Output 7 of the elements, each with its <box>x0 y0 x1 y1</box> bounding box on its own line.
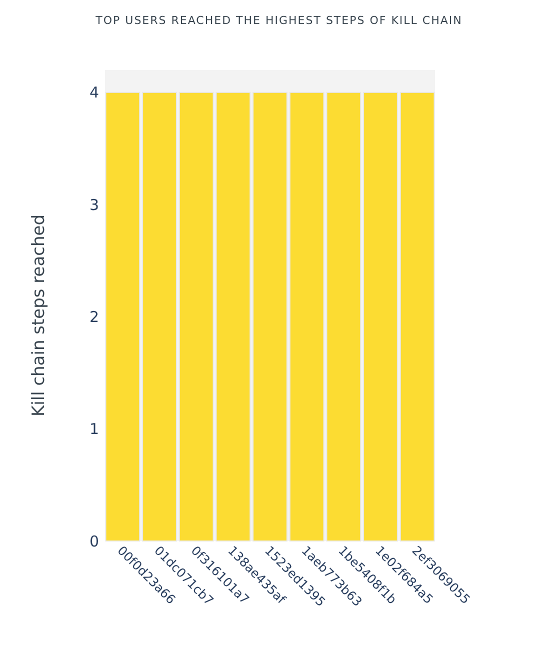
y-tick-label: 3 <box>89 196 99 214</box>
y-axis-title: Kill chain steps reached <box>29 214 49 417</box>
y-tick-label: 1 <box>89 420 99 438</box>
chart-title: TOP USERS REACHED THE HIGHEST STEPS OF KILL CHAIN <box>94 14 462 27</box>
y-tick-label: 2 <box>89 308 99 326</box>
y-tick-label: 4 <box>89 84 99 102</box>
y-tick-label: 0 <box>89 532 99 550</box>
